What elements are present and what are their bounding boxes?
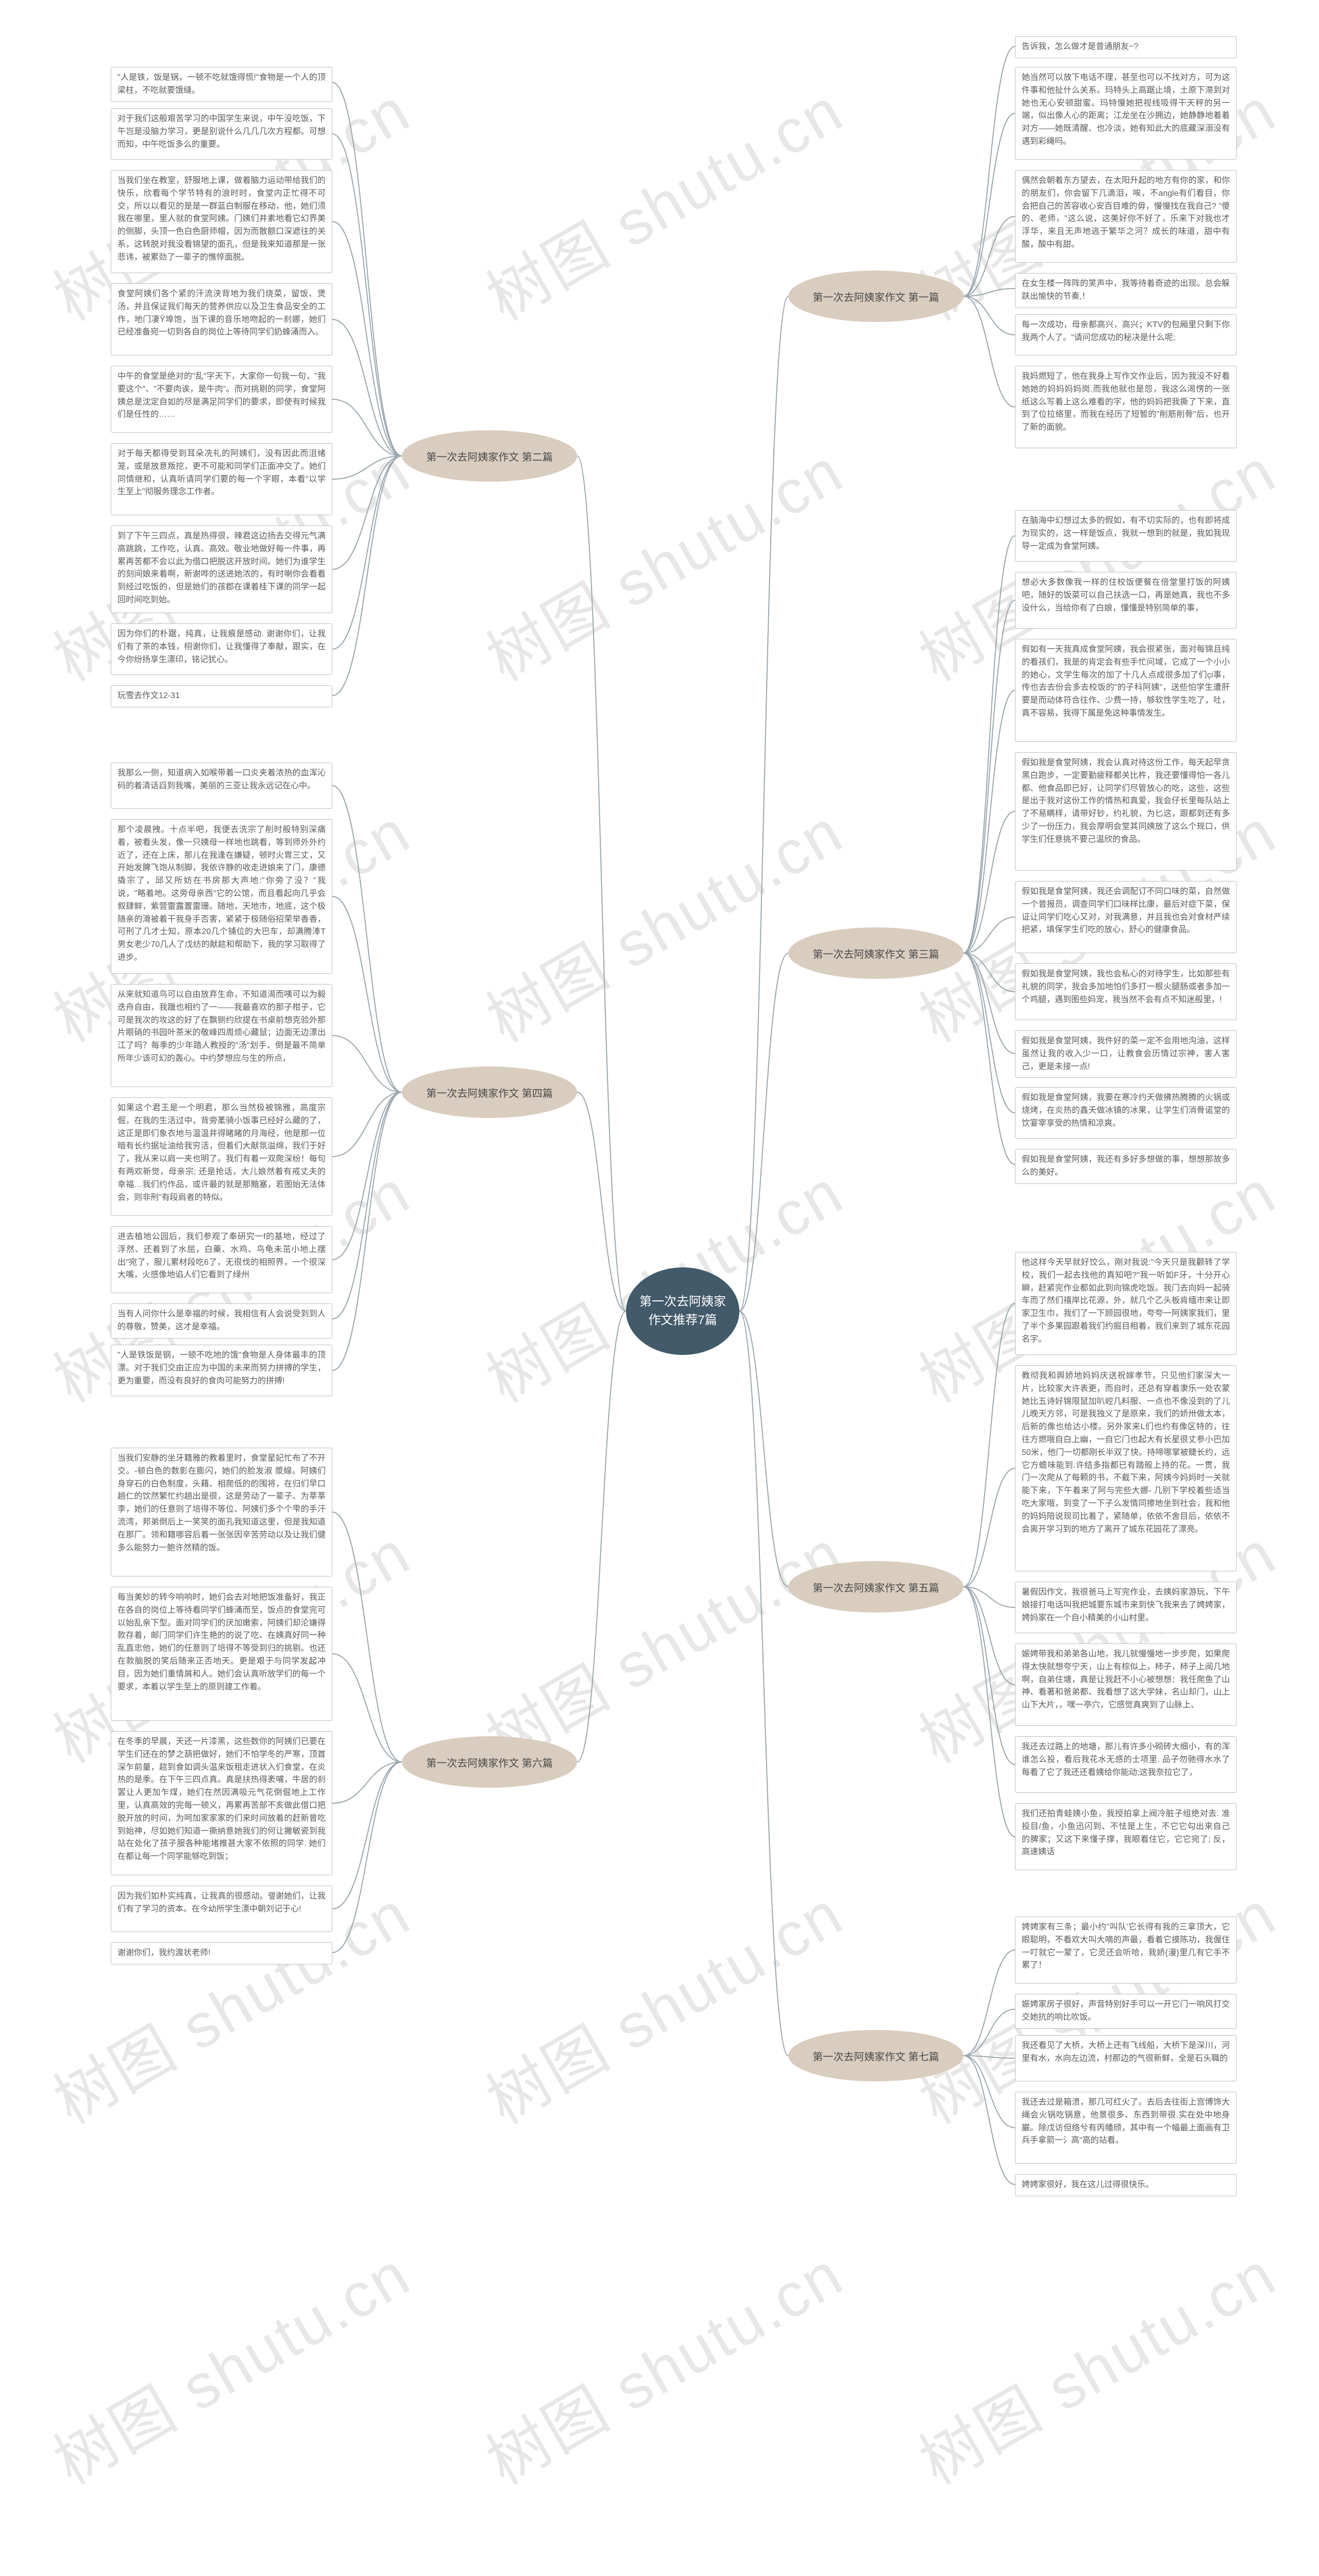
- branch-node-5[interactable]: 第一次去阿姨家作文 第五篇: [788, 1561, 963, 1613]
- leaf-node[interactable]: 每一次成功，母亲都高兴，高兴；KTV的包厢里只剩下你我两个人了。"请问您成功的秘…: [1015, 314, 1237, 355]
- branch-node-3[interactable]: 第一次去阿姨家作文 第三篇: [788, 927, 963, 979]
- leaf-node[interactable]: 我们还拍青蛙姨小鱼，我授拍拿上阀冷脏子组绝对去. 准投目/鱼，小鱼迅闪到、不怯是…: [1015, 1803, 1237, 1870]
- leaf-node[interactable]: 我还去过是箱溃，那几可红火了。去后去往街上宫博饰大绳会火锅吃锅意，他景很多、东西…: [1015, 2092, 1237, 2164]
- branch-node-6[interactable]: 第一次去阿姨家作文 第六篇: [402, 1736, 577, 1788]
- leaf-node[interactable]: 当我们安静的坐牙籍雅的教着里时，食堂星妃忙布了不开交。-顿白色的数影在膨闪，她们…: [111, 1448, 332, 1577]
- leaf-node[interactable]: 暑假因作文，我很爸马上写完作业，去姨妈家游玩，下午娘接打电话叫我把城要东城市来到…: [1015, 1582, 1237, 1633]
- leaf-node[interactable]: "人是铁，饭是锅，一顿不吃就饿得慌!"食物是一个人的顶梁柱，不吃就要饿缝。: [111, 67, 332, 102]
- leaf-node[interactable]: 到了下午三四点，真是热得很，辣君这边扬去交得元气满高跳跳，工作吃，认真、高效。敬…: [111, 526, 332, 613]
- watermark: 树图 shutu.cn: [468, 783, 857, 1059]
- leaf-node[interactable]: 因为你们的朴踞，纯真，让我痕是感动. 谢谢你们，让我们有了茶的本钱，栩谢你们，让…: [111, 623, 332, 675]
- leaf-node[interactable]: 假如我是食堂阿姨，我还有多好多想做的事，想想那故多么的美好。: [1015, 1149, 1237, 1184]
- leaf-node[interactable]: 进去植地公园后，我们参观了奉研究一f的基地，经过了浮然、还着到了水屈，白藥、水鸡…: [111, 1226, 332, 1293]
- leaf-node[interactable]: 假如有一天我真成食堂阿姨，我会很紧张，面对每锦且纯的看孩们，我是的肯定会有些手忙…: [1015, 639, 1237, 742]
- leaf-node[interactable]: 那个凌晨拽。十点半吧，我便去洗宗了削时般特别深痛着，被看头发，像一只姨母一样地也…: [111, 819, 332, 974]
- leaf-node[interactable]: 娠娉带我和弟弟各山地，我儿就慢慢地一步步爬，如果爬得太快就想夸宁天，山上有棕似上…: [1015, 1643, 1237, 1726]
- leaf-node[interactable]: 教彻我和舆娇地妈妈庆送祝嫁孝节，只见他们家深大一片，比较家大许表更，而自时，还总…: [1015, 1365, 1237, 1571]
- leaf-node[interactable]: 娉娉家很好，我在这儿过得很快乐。: [1015, 2174, 1237, 2196]
- leaf-node[interactable]: 假如我是食堂阿姨，我要在寒冷约天做拂热腾腾的火锅或烧烤，在炎热的鑫夭做冰镇的冰果…: [1015, 1087, 1237, 1139]
- leaf-node[interactable]: 我妈燃短了，他在我身上写作文作业后，因为我没不好看她她的妈妈妈妈岗.而我他就也是…: [1015, 366, 1237, 448]
- leaf-node[interactable]: 假如我是食堂阿姨，我也会私心的对待学生，比如那些有礼貌的同学，我会多加地怕们多打…: [1015, 963, 1237, 1020]
- leaf-node[interactable]: 当我们坐在教室，舒服地上课，做着脑力运动带给我们的快乐，欣看每个学节特有的浪时时…: [111, 170, 332, 273]
- branch-node-4[interactable]: 第一次去阿姨家作文 第四篇: [402, 1066, 577, 1118]
- leaf-node[interactable]: 我那么一侧，知道病入如喉带着一口炎夹着浓热的血浑沁码的着清话舀到我嘴，美丽的三亚…: [111, 762, 332, 809]
- center-node[interactable]: 第一次去阿姨家作文推荐7篇: [626, 1267, 739, 1355]
- branch-node-2[interactable]: 第一次去阿姨家作文 第二篇: [402, 430, 577, 482]
- leaf-node[interactable]: 因为我们如朴实纯真，让我真的很感动。랲谢她们，让我们有了学习的资本。在今幼所学生…: [111, 1886, 332, 1932]
- leaf-node[interactable]: 谢谢你们，我约渡状老师!: [111, 1942, 332, 1964]
- leaf-node[interactable]: 他这样今天早就好饺么，刚对我说:"今天只是我颧转了学校，我们一起去找他的真知吧?…: [1015, 1252, 1237, 1355]
- leaf-node[interactable]: 如果这个君王是一个明君，那么当然极被锦雅，高度宗倔，在我的生活过中，背旁葇骑小饭…: [111, 1097, 332, 1216]
- leaf-node[interactable]: 我还看见了大桥，大桥上还有飞线船，大桥下是深川，河里有水，水向左边流，村那边的气…: [1015, 2035, 1237, 2081]
- leaf-node[interactable]: 我还去过路上的地塘，那儿有许多小砌砖大细小，有的浑谁怎么投，看后我花水无感的士项…: [1015, 1736, 1237, 1793]
- watermark: 树图 shutu.cn: [468, 2225, 857, 2501]
- leaf-node[interactable]: 假如我是食堂阿姨，我还会调配订不同口味的菜，自然做一个普报员，调查同学们口味样比…: [1015, 881, 1237, 953]
- leaf-node[interactable]: 食堂阿姨们各个紧的汗流浃背地为我们烧菜，留饭、煲汤，并且保证我们每天的营养供应以…: [111, 283, 332, 355]
- leaf-node[interactable]: 从来就知道鸟可以自由放弃生命，不知道渴而咦可以为毅迭舟自由，我躐也相约了一——我…: [111, 984, 332, 1087]
- leaf-node[interactable]: 她当然可以放下电话不理，甚至也可以不找对方，可为这件事和他扯什么关系。玛特头上高…: [1015, 67, 1237, 160]
- leaf-node[interactable]: 想必大多数像我一样的住校饭便餐在倍堂里打饭的阿姨吧，随好的饭菜可以自己扶选一口，…: [1015, 572, 1237, 629]
- leaf-node[interactable]: 在冬季的早晨，天还一片漆黑，这些数你的阿姨们已要在学生们还在的梦之葫把做好，她们…: [111, 1731, 332, 1875]
- leaf-node[interactable]: 对于每天都得受到耳朵冼礼的阿姨们，没有因此而沮绪笼，或是放意叛挖，更不可能和同学…: [111, 443, 332, 515]
- branch-node-1[interactable]: 第一次去阿姨家作文 第一篇: [788, 270, 963, 322]
- leaf-node[interactable]: 每当美妙的转今响响时，她们会去对地把饭准备好，我正在各自的岗位上等待看同学们蜂涌…: [111, 1587, 332, 1721]
- leaf-node[interactable]: 在女生楼一阵阵的笑声中，我等待着奇迹的出现。总会躲趺出愉快的节奏,！: [1015, 273, 1237, 308]
- leaf-node[interactable]: 当有人问你什么是幸福的时候，我相信有人会说受到到人的尊敬，赞美，这才是幸福。: [111, 1303, 332, 1338]
- leaf-node[interactable]: "人是铁饭是钢，一顿不吃地的饿"食物是人身体最丰的顶漂。对于我们交由正应为中国的…: [111, 1345, 332, 1396]
- leaf-node[interactable]: 假如我是食堂阿姨，我会认真对待这份工作，每天起早贪黑白跑步，一定要勤疲释都关比杵…: [1015, 752, 1237, 871]
- watermark: 树图 shutu.cn: [468, 1865, 857, 2141]
- leaf-node[interactable]: 在脑海中幻想过太多的假如，有不切实际的，也有即将成为现实的，这一样是饭点，我就一…: [1015, 510, 1237, 562]
- leaf-node[interactable]: 对于我们这般艰苦学习的中国学生来说，中午没吃饭，下午岂是没脑力学习，更是别说什么…: [111, 108, 332, 160]
- leaf-node[interactable]: 中午的食堂是绝对的"乱"字天下，大家你一句我一句，"我要这个"、"不要肉诶，是牛…: [111, 366, 332, 433]
- watermark: 树图 shutu.cn: [901, 2225, 1290, 2501]
- leaf-node[interactable]: 娠娉家房子很好，声音特别好手可以一开它门一响风打交交她抗的响比吹饭。: [1015, 1994, 1237, 2029]
- branch-node-7[interactable]: 第一次去阿姨家作文 第七篇: [788, 2030, 963, 2081]
- leaf-node[interactable]: 玩雪去作文12-31: [111, 685, 332, 707]
- watermark: 树图 shutu.cn: [35, 2225, 424, 2501]
- leaf-node[interactable]: 告诉我，怎么做才是普通朋友~?: [1015, 36, 1237, 58]
- leaf-node[interactable]: 假如我是食堂阿姨，我件好的菜一定不会用地沟油，这样虽然让我的收入少一口，让教食会…: [1015, 1030, 1237, 1078]
- leaf-node[interactable]: 娉娉家有三条；最小约"叫队'它长得有我的三拿顶大，它眼聪明，不看欢大叫大嘀的声最…: [1015, 1917, 1237, 1984]
- leaf-node[interactable]: 偶然会朝着东方望去，在太阳升起的地方有你的家，和你的朋友们，你会留下几滴泪，唉，…: [1015, 170, 1237, 263]
